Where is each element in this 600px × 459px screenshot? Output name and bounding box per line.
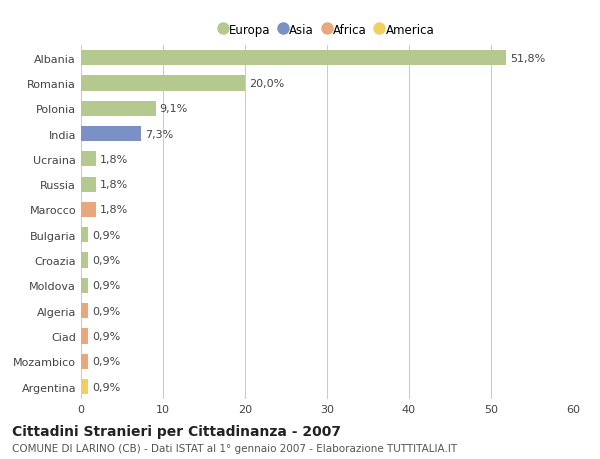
- Text: 0,9%: 0,9%: [92, 230, 121, 240]
- Bar: [81, 101, 155, 117]
- Text: 0,9%: 0,9%: [92, 357, 121, 366]
- Text: 51,8%: 51,8%: [510, 54, 545, 63]
- Legend: Europa, Asia, Africa, America: Europa, Asia, Africa, America: [220, 23, 434, 36]
- Text: 0,9%: 0,9%: [92, 306, 121, 316]
- Text: 1,8%: 1,8%: [100, 180, 128, 190]
- Text: 9,1%: 9,1%: [160, 104, 188, 114]
- Text: COMUNE DI LARINO (CB) - Dati ISTAT al 1° gennaio 2007 - Elaborazione TUTTITALIA.: COMUNE DI LARINO (CB) - Dati ISTAT al 1°…: [12, 443, 457, 453]
- Bar: [81, 202, 96, 218]
- Text: 0,9%: 0,9%: [92, 331, 121, 341]
- Bar: [81, 303, 88, 319]
- Bar: [81, 379, 88, 394]
- Text: 0,9%: 0,9%: [92, 382, 121, 392]
- Text: 7,3%: 7,3%: [145, 129, 173, 139]
- Bar: [81, 177, 96, 192]
- Bar: [81, 127, 141, 142]
- Text: Cittadini Stranieri per Cittadinanza - 2007: Cittadini Stranieri per Cittadinanza - 2…: [12, 425, 341, 438]
- Bar: [81, 278, 88, 293]
- Text: 20,0%: 20,0%: [249, 79, 284, 89]
- Bar: [81, 253, 88, 268]
- Bar: [81, 152, 96, 167]
- Text: 0,9%: 0,9%: [92, 256, 121, 265]
- Text: 1,8%: 1,8%: [100, 205, 128, 215]
- Text: 1,8%: 1,8%: [100, 155, 128, 164]
- Bar: [81, 51, 506, 66]
- Bar: [81, 228, 88, 243]
- Bar: [81, 76, 245, 91]
- Bar: [81, 354, 88, 369]
- Text: 0,9%: 0,9%: [92, 281, 121, 291]
- Bar: [81, 329, 88, 344]
